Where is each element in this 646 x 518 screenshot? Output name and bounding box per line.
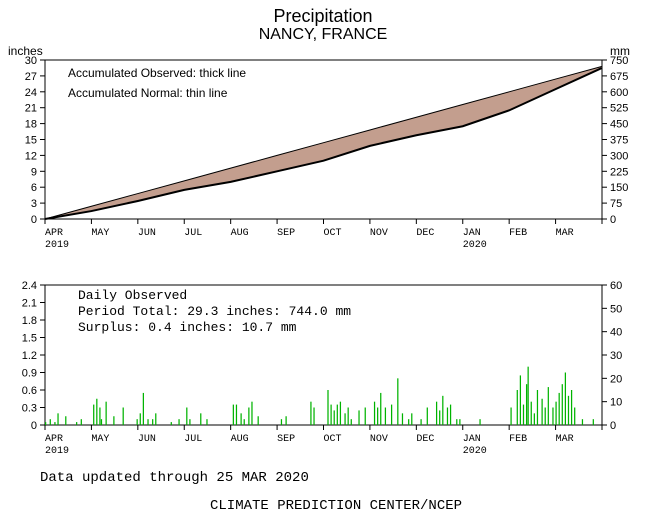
svg-text:MAR: MAR xyxy=(556,228,574,239)
svg-text:0.6: 0.6 xyxy=(22,385,37,397)
svg-text:FEB: FEB xyxy=(509,434,527,445)
svg-text:15: 15 xyxy=(25,135,37,147)
svg-text:MAR: MAR xyxy=(556,434,574,445)
svg-text:50: 50 xyxy=(610,303,622,315)
chart-subtitle: NANCY, FRANCE xyxy=(0,26,646,44)
svg-text:APR: APR xyxy=(45,434,63,445)
svg-text:MAY: MAY xyxy=(91,228,109,239)
svg-text:675: 675 xyxy=(610,71,628,83)
svg-text:OCT: OCT xyxy=(324,434,342,445)
svg-text:MAY: MAY xyxy=(91,434,109,445)
svg-text:OCT: OCT xyxy=(324,228,342,239)
svg-text:9: 9 xyxy=(31,166,37,178)
svg-text:0.3: 0.3 xyxy=(22,403,37,415)
svg-text:525: 525 xyxy=(610,103,628,115)
svg-text:60: 60 xyxy=(610,280,622,292)
svg-text:DEC: DEC xyxy=(416,228,434,239)
svg-text:27: 27 xyxy=(25,71,37,83)
svg-text:20: 20 xyxy=(610,373,622,385)
svg-text:NOV: NOV xyxy=(370,434,388,445)
svg-text:1.8: 1.8 xyxy=(22,315,37,327)
chart-title: Precipitation xyxy=(0,6,646,27)
svg-text:18: 18 xyxy=(25,119,37,131)
svg-text:75: 75 xyxy=(610,198,622,210)
svg-text:JAN: JAN xyxy=(463,434,481,445)
svg-text:750: 750 xyxy=(610,55,628,67)
footer-source: CLIMATE PREDICTION CENTER/NCEP xyxy=(210,498,462,514)
svg-text:JUL: JUL xyxy=(184,434,202,445)
svg-text:JAN: JAN xyxy=(463,228,481,239)
legend-thick: Accumulated Observed: thick line xyxy=(68,66,246,80)
svg-text:2020: 2020 xyxy=(463,446,487,457)
svg-text:3: 3 xyxy=(31,198,37,210)
svg-text:JUL: JUL xyxy=(184,228,202,239)
svg-text:2019: 2019 xyxy=(45,240,69,251)
svg-text:APR: APR xyxy=(45,228,63,239)
daily-line2: Surplus: 0.4 inches: 10.7 mm xyxy=(78,320,296,335)
svg-text:450: 450 xyxy=(610,119,628,131)
svg-text:21: 21 xyxy=(25,103,37,115)
svg-text:150: 150 xyxy=(610,182,628,194)
svg-text:SEP: SEP xyxy=(277,434,295,445)
svg-text:0: 0 xyxy=(31,420,37,432)
svg-text:6: 6 xyxy=(31,182,37,194)
footer-date: Data updated through 25 MAR 2020 xyxy=(40,470,309,486)
svg-text:2.4: 2.4 xyxy=(22,280,37,292)
svg-text:SEP: SEP xyxy=(277,228,295,239)
svg-text:JUN: JUN xyxy=(138,434,156,445)
svg-text:JUN: JUN xyxy=(138,228,156,239)
svg-text:2019: 2019 xyxy=(45,446,69,457)
svg-text:NOV: NOV xyxy=(370,228,388,239)
svg-text:0.9: 0.9 xyxy=(22,368,37,380)
svg-text:30: 30 xyxy=(610,350,622,362)
svg-text:FEB: FEB xyxy=(509,228,527,239)
svg-text:AUG: AUG xyxy=(231,434,249,445)
legend-thin: Accumulated Normal: thin line xyxy=(68,86,227,100)
svg-text:600: 600 xyxy=(610,87,628,99)
svg-text:DEC: DEC xyxy=(416,434,434,445)
svg-text:30: 30 xyxy=(25,55,37,67)
daily-line1: Period Total: 29.3 inches: 744.0 mm xyxy=(78,304,351,319)
svg-text:1.5: 1.5 xyxy=(22,333,37,345)
svg-text:0: 0 xyxy=(610,214,616,226)
svg-text:24: 24 xyxy=(25,87,37,99)
svg-text:0: 0 xyxy=(610,420,616,432)
svg-text:375: 375 xyxy=(610,135,628,147)
svg-text:40: 40 xyxy=(610,327,622,339)
svg-text:2020: 2020 xyxy=(463,240,487,251)
svg-text:AUG: AUG xyxy=(231,228,249,239)
svg-text:10: 10 xyxy=(610,397,622,409)
svg-text:2.1: 2.1 xyxy=(22,298,37,310)
daily-header: Daily Observed xyxy=(78,288,187,303)
svg-text:0: 0 xyxy=(31,214,37,226)
svg-text:1.2: 1.2 xyxy=(22,350,37,362)
svg-text:225: 225 xyxy=(610,166,628,178)
svg-text:300: 300 xyxy=(610,150,628,162)
svg-text:12: 12 xyxy=(25,150,37,162)
